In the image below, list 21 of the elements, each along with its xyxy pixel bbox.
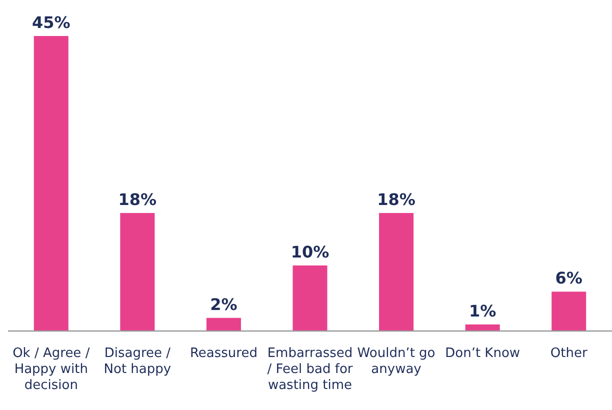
data-label: 1% — [468, 301, 496, 320]
bar — [379, 213, 414, 331]
x-tick-label: Disagree / Not happy — [104, 346, 172, 377]
data-label: 6% — [555, 268, 582, 288]
bar — [465, 324, 500, 331]
data-label: 18% — [118, 190, 157, 209]
data-label: 2% — [210, 294, 238, 314]
x-tick-label: Reassured — [190, 346, 258, 361]
bar — [120, 213, 155, 331]
bar — [292, 265, 328, 331]
x-tick-label: Embarrassed / Feel bad for wasting time — [267, 346, 354, 393]
x-tick-label: Wouldn’t go anyway — [357, 346, 436, 377]
bar — [552, 292, 586, 331]
x-tick-label: Ok / Agree / Happy with decision — [12, 346, 90, 393]
x-tick-label: Other — [550, 346, 588, 361]
data-label: 45% — [32, 13, 70, 32]
x-tick-label: Don’t Know — [445, 346, 520, 361]
data-label: 18% — [377, 190, 416, 209]
bar — [206, 318, 241, 331]
bar — [34, 36, 68, 331]
data-label: 10% — [290, 242, 330, 262]
